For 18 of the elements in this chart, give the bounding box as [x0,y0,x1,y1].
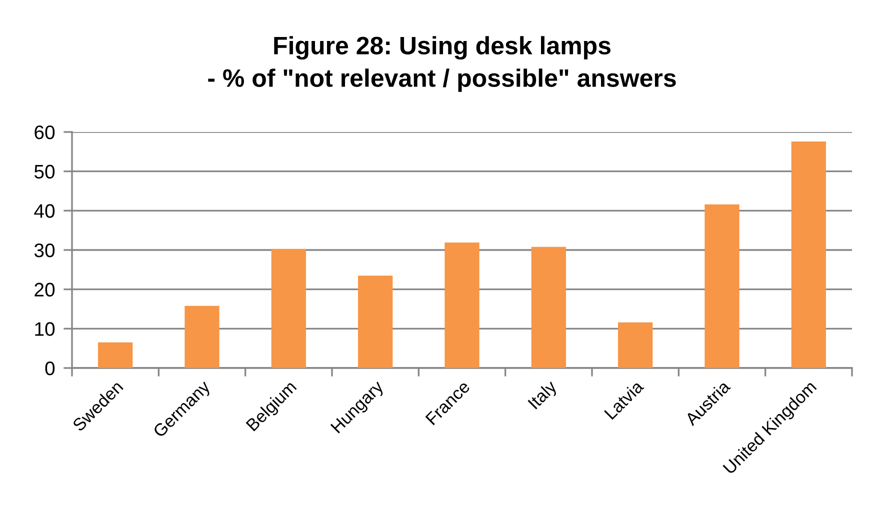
bar [444,242,480,368]
y-tick-label: 20 [34,282,55,297]
y-tick-label: 0 [45,361,55,376]
bar [704,204,740,368]
chart-title: Figure 28: Using desk lamps - % of "not relevant / possible" answers [208,36,676,92]
bar [531,246,566,368]
y-tick-label: 50 [34,164,55,179]
y-tick-label: 40 [34,204,55,218]
y-tick-label: 60 [34,125,55,140]
y-tick-label: 30 [34,243,55,258]
bar [271,248,306,368]
bar [618,322,653,368]
x-tick-label: Italy [527,379,560,412]
y-tick-label: 10 [35,322,55,336]
bar [791,141,826,368]
bar [358,276,393,368]
bar [184,306,220,368]
bar [98,342,133,368]
